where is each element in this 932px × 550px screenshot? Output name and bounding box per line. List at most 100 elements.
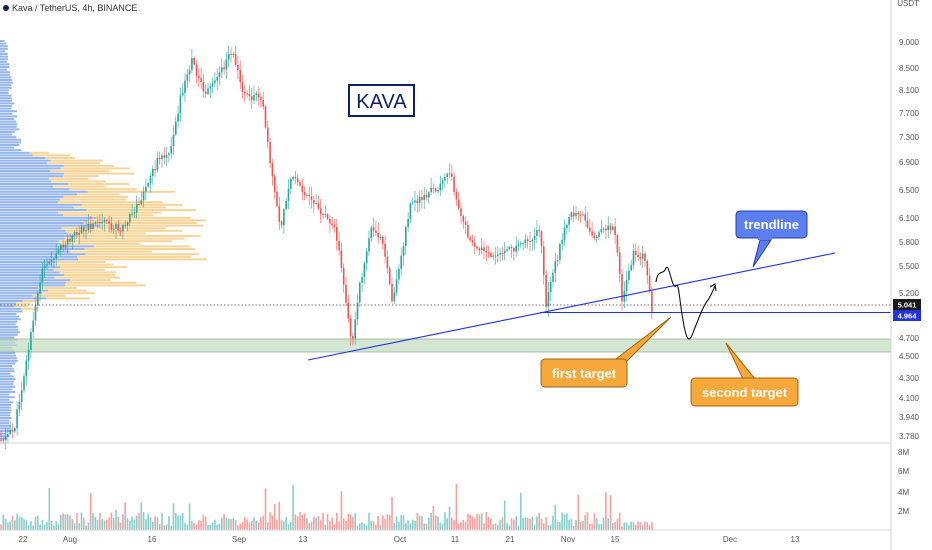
- candle-body: [471, 240, 474, 243]
- volume-bar: [533, 524, 536, 530]
- current-price-value: 5.041: [898, 301, 917, 310]
- volume-profile-bar: [58, 201, 163, 204]
- volume-profile-bar: [0, 60, 7, 63]
- volume-bar: [73, 523, 76, 530]
- candle-body: [349, 318, 352, 337]
- volume-bar: [198, 520, 200, 530]
- candle-body: [290, 179, 292, 189]
- volume-profile-bar: [0, 359, 18, 362]
- volume-profile-bar: [0, 92, 9, 94]
- volume-bar: [451, 517, 453, 530]
- candle-body: [32, 320, 34, 333]
- volume-bar: [41, 519, 44, 530]
- candle-body: [467, 224, 469, 238]
- candle-body: [112, 228, 115, 230]
- volume-bar: [76, 512, 78, 530]
- volume-bar: [62, 513, 64, 530]
- volume-bar: [218, 523, 221, 530]
- candle-body: [612, 226, 614, 230]
- volume-profile-bar: [0, 149, 22, 152]
- candle-body: [64, 244, 67, 248]
- candle-body: [73, 231, 76, 236]
- candle-body: [202, 82, 205, 92]
- volume-profile-bar: [0, 123, 18, 126]
- volume-profile-bar: [99, 224, 204, 227]
- volume-profile-bar: [0, 287, 39, 289]
- volume-bar: [651, 522, 653, 530]
- volume-profile-bar: [0, 370, 15, 373]
- candle-body: [621, 274, 623, 302]
- volume-bar: [637, 521, 639, 530]
- candle-body: [490, 252, 492, 257]
- volume-bar: [326, 513, 329, 530]
- volume-bar: [485, 512, 488, 530]
- volume-profile-bar: [0, 435, 9, 438]
- candle-body: [221, 67, 223, 73]
- volume-bar: [428, 517, 430, 530]
- volume-bar: [556, 521, 559, 530]
- candle-body: [400, 255, 402, 269]
- candle-body: [145, 186, 147, 192]
- volume-profile-bar: [0, 422, 10, 425]
- volume-bar: [388, 514, 391, 530]
- volume-profile-bar: [51, 180, 106, 183]
- volume-bar: [540, 518, 543, 530]
- trendline[interactable]: [307, 252, 836, 361]
- volume-bar: [635, 524, 637, 530]
- level-price-badge: 4.964: [893, 310, 921, 321]
- time-tick-label: 13: [791, 535, 800, 544]
- volume-profile-bar: [0, 320, 18, 323]
- volume-bar: [186, 524, 189, 530]
- volume-profile-bar: [0, 81, 13, 84]
- volume-bar: [405, 522, 407, 530]
- volume-bar: [398, 522, 400, 530]
- volume-bar: [20, 517, 23, 530]
- volume-bar: [494, 523, 497, 530]
- volume-bar: [276, 520, 278, 530]
- volume-profile-bar: [14, 305, 28, 308]
- volume-profile-bar: [0, 271, 60, 274]
- volume-bar: [563, 514, 566, 530]
- volume-bar: [64, 514, 67, 530]
- volume-profile-bar: [0, 388, 13, 391]
- volume-profile-bar: [0, 268, 54, 271]
- volume-bar: [618, 512, 621, 530]
- first-target-label: first target: [552, 366, 617, 381]
- volume-profile: [0, 40, 207, 440]
- volume-bar: [135, 515, 138, 530]
- volume-bar: [572, 525, 575, 530]
- volume-profile-bar: [0, 138, 22, 141]
- candle-body: [591, 231, 593, 236]
- volume-profile-bar: [0, 419, 10, 422]
- volume-bar: [338, 521, 340, 530]
- volume-bar: [55, 521, 57, 530]
- candle-body: [0, 440, 2, 441]
- price-axis[interactable]: USDT 9.000 8.500 8.100 7.700 7.300 6.900 6.500 6…: [897, 0, 919, 441]
- candle-body: [526, 239, 529, 241]
- volume-profile-bar: [0, 414, 10, 417]
- candle-body: [126, 222, 129, 227]
- candle-body: [508, 247, 511, 250]
- candle-body: [16, 409, 18, 429]
- volume-bar: [60, 514, 62, 530]
- price-tick-label: 8.100: [899, 86, 920, 95]
- candle-body: [195, 64, 198, 76]
- volume-bar: [227, 518, 230, 530]
- time-axis[interactable]: 22 Aug 16 Sep 13 Oct 11 21 Nov 15 Dec 13: [19, 535, 800, 544]
- candle-body: [589, 227, 591, 232]
- volume-bar: [437, 516, 439, 530]
- volume-profile-bar: [0, 94, 12, 97]
- volume-profile-bar: [0, 141, 22, 144]
- candle-body: [363, 263, 366, 278]
- volume-bars: [0, 483, 653, 530]
- volume-bar: [255, 520, 258, 530]
- volume-bar: [303, 513, 306, 530]
- volume-bar: [283, 521, 285, 530]
- volume-bar: [25, 520, 28, 530]
- candle-body: [71, 235, 74, 242]
- volume-bar: [513, 519, 515, 530]
- volume-profile-bar: [0, 125, 17, 128]
- volume-bar: [119, 522, 122, 530]
- candle-body: [478, 248, 481, 251]
